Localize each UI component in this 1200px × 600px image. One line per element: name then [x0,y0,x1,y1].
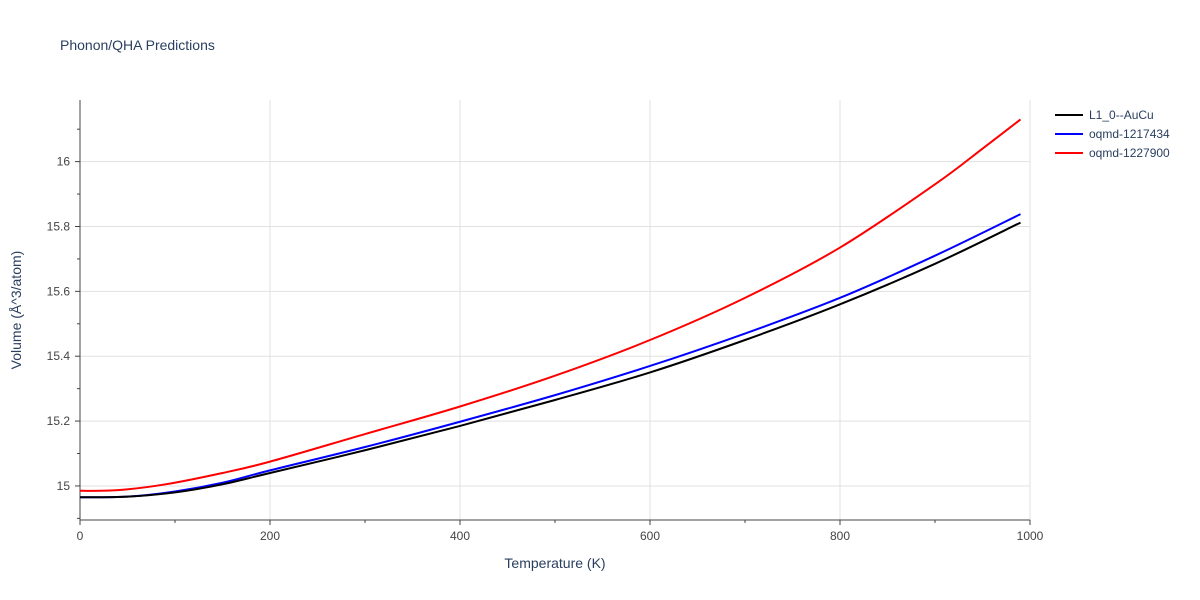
x-tick-label: 600 [640,529,660,543]
x-tick-label: 1000 [1017,529,1044,543]
legend[interactable]: L1_0--AuCu oqmd-1217434 oqmd-1227900 [1055,108,1170,160]
legend-label: oqmd-1227900 [1089,146,1170,160]
y-axis-title: Volume (Å^3/atom) [8,251,24,370]
series-line-l1-0-aucu [79,221,1021,499]
x-tick-label: 0 [77,529,84,543]
series-line-oqmd-1217434 [79,213,1021,499]
y-tick-label: 15.2 [47,414,71,428]
plot-area [79,118,1022,499]
axes: 0 200 400 600 800 1000 15 15.2 15.4 15.6 15.8 16 [47,100,1044,543]
legend-label: L1_0--AuCu [1089,108,1154,122]
grid [80,100,1031,520]
chart-title: Phonon/QHA Predictions [60,37,215,53]
y-tick-label: 15 [57,479,71,493]
y-tick-label: 16 [57,155,71,169]
legend-item-oqmd-1217434[interactable]: oqmd-1217434 [1055,127,1170,141]
series-line-oqmd-1227900 [79,118,1022,492]
y-tick-label: 15.4 [47,349,71,363]
x-tick-label: 800 [830,529,850,543]
x-tick-label: 200 [260,529,280,543]
legend-label: oqmd-1217434 [1089,127,1170,141]
y-tick-label: 15.6 [47,284,71,298]
legend-item-oqmd-1227900[interactable]: oqmd-1227900 [1055,146,1170,160]
y-tick-label: 15.8 [47,219,71,233]
x-axis-title: Temperature (K) [504,555,605,571]
x-tick-label: 400 [450,529,470,543]
legend-item-l1-0-aucu[interactable]: L1_0--AuCu [1055,108,1154,122]
